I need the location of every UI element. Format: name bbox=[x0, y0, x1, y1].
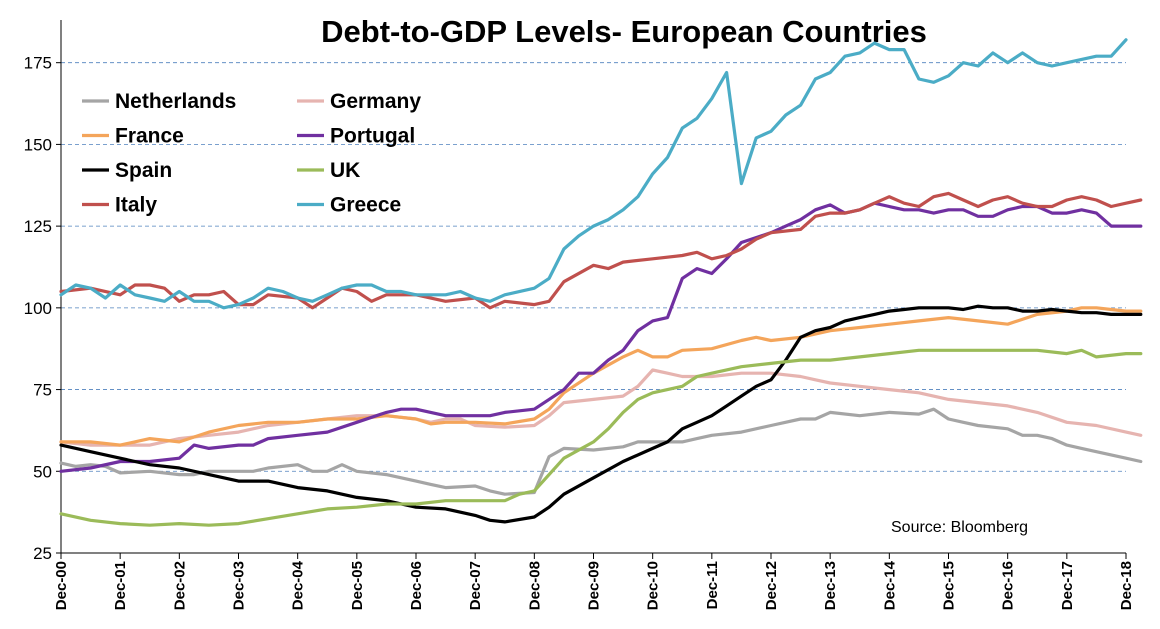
x-tick-label: Dec-14 bbox=[881, 560, 898, 610]
legend-item-spain: Spain bbox=[82, 159, 172, 182]
x-tick-label: Dec-05 bbox=[349, 561, 366, 610]
legend-label: Germany bbox=[330, 90, 421, 113]
legend-item-france: France bbox=[82, 125, 184, 148]
series-line-uk bbox=[59, 348, 1143, 527]
y-tick-label: 150 bbox=[24, 135, 52, 154]
series-line-italy bbox=[59, 191, 1143, 310]
series-lines bbox=[59, 38, 1143, 527]
y-tick-label: 50 bbox=[33, 462, 52, 481]
y-tick-label: 75 bbox=[33, 381, 52, 400]
x-tick-label: Dec-18 bbox=[1118, 561, 1135, 610]
legend-label: Italy bbox=[115, 194, 157, 217]
x-tick-label: Dec-16 bbox=[1000, 561, 1017, 610]
y-tick-label: 100 bbox=[24, 299, 52, 318]
y-tick-label: 175 bbox=[24, 54, 52, 73]
x-tick-label: Dec-09 bbox=[586, 561, 603, 610]
legend-label: Spain bbox=[115, 159, 172, 182]
source-note: Source: Bloomberg bbox=[891, 519, 1028, 536]
x-tick-label: Dec-13 bbox=[822, 561, 839, 610]
legend: Netherlands Germany France Portugal Spain UK I… bbox=[82, 90, 421, 217]
x-tick-label: Dec-01 bbox=[112, 561, 129, 610]
legend-label: Portugal bbox=[330, 125, 415, 148]
x-tick-label: Dec-12 bbox=[763, 561, 780, 610]
series-line-france bbox=[59, 306, 1143, 447]
chart-title: Debt-to-GDP Levels- European Countries bbox=[321, 14, 927, 49]
legend-label: UK bbox=[330, 159, 360, 182]
legend-label: France bbox=[115, 125, 184, 148]
x-tick-label: Dec-11 bbox=[704, 561, 721, 609]
axes: 25 50 75 100 125 150 175 Dec-00 Dec-01 Dec-02 Dec-… bbox=[24, 20, 1135, 610]
series-line-spain bbox=[59, 304, 1143, 524]
legend-item-portugal: Portugal bbox=[297, 125, 415, 148]
x-tick-label: Dec-00 bbox=[53, 561, 70, 610]
y-tick-label: 125 bbox=[24, 217, 52, 236]
x-tick-label: Dec-08 bbox=[526, 561, 543, 610]
x-tick-label: Dec-06 bbox=[408, 561, 425, 610]
x-tick-label: Dec-10 bbox=[645, 561, 662, 610]
legend-label: Greece bbox=[330, 194, 401, 217]
x-tick-label: Dec-07 bbox=[467, 561, 484, 610]
series-line-germany bbox=[59, 368, 1143, 447]
series-line-portugal bbox=[59, 201, 1143, 473]
x-tick-label: Dec-03 bbox=[231, 561, 248, 610]
legend-item-italy: Italy bbox=[82, 194, 157, 217]
series-line-netherlands bbox=[59, 407, 1143, 496]
legend-item-uk: UK bbox=[297, 159, 360, 182]
x-tick-label: Dec-17 bbox=[1059, 561, 1076, 610]
x-tick-label: Dec-02 bbox=[171, 561, 188, 610]
legend-label: Netherlands bbox=[115, 90, 236, 113]
legend-item-greece: Greece bbox=[297, 194, 401, 217]
x-tick-label: Dec-15 bbox=[941, 561, 958, 610]
legend-item-germany: Germany bbox=[297, 90, 421, 113]
series-line-greece bbox=[59, 38, 1128, 310]
x-tick-label: Dec-04 bbox=[290, 560, 307, 610]
y-tick-label: 25 bbox=[33, 544, 52, 563]
legend-item-netherlands: Netherlands bbox=[82, 90, 236, 113]
